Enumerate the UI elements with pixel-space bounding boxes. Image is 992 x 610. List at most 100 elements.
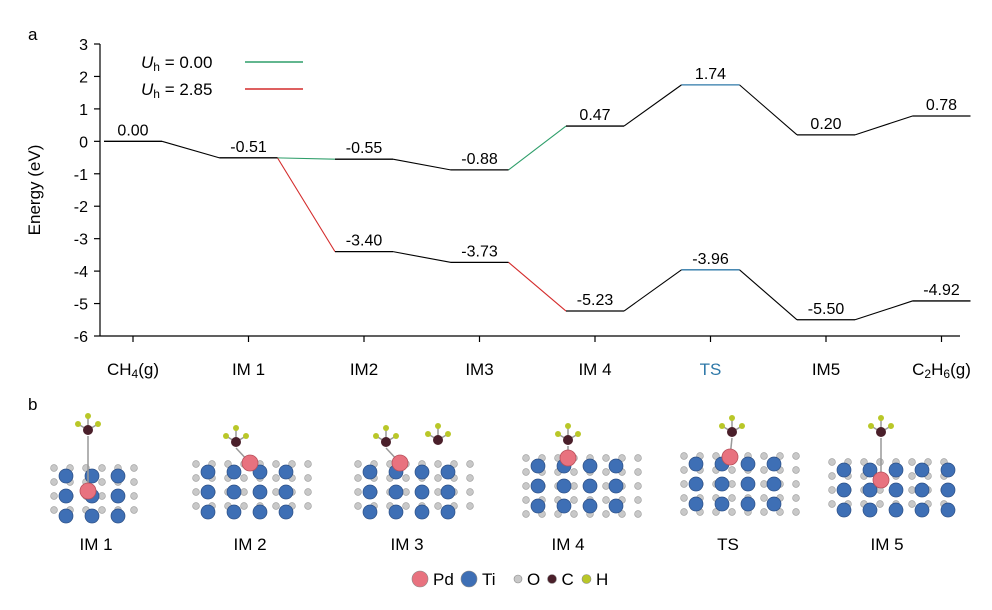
o-atom bbox=[828, 458, 836, 466]
ti-atom bbox=[582, 498, 598, 514]
o-atom bbox=[130, 492, 138, 500]
methyl-group bbox=[868, 415, 894, 437]
o-atom bbox=[570, 496, 578, 504]
value-label: 0.47 bbox=[579, 107, 610, 124]
ti-atom bbox=[530, 498, 546, 514]
y-tick-label: -5 bbox=[74, 297, 88, 314]
o-atom bbox=[450, 460, 458, 468]
ti-atom bbox=[414, 464, 430, 480]
ti-atom bbox=[608, 458, 624, 474]
energy-levels bbox=[104, 84, 971, 321]
value-label: -3.40 bbox=[346, 233, 383, 250]
o-atom bbox=[522, 482, 530, 490]
o-atom bbox=[240, 474, 248, 482]
o-atom bbox=[860, 458, 868, 466]
structure-label: IM 4 bbox=[551, 535, 584, 554]
o-atom bbox=[728, 480, 736, 488]
structure-model: IM 1 bbox=[50, 413, 138, 554]
structure-model: IM 3 bbox=[354, 423, 474, 554]
ti-atom bbox=[362, 484, 378, 500]
ti-atom bbox=[688, 496, 704, 512]
o-atom bbox=[98, 506, 106, 514]
connector bbox=[508, 261, 567, 312]
o-atom bbox=[570, 482, 578, 490]
category-labels: CH4(g) IM 1 IM2 IM3 IM 4 TS IM5 C2H6(g) bbox=[107, 360, 971, 381]
o-atom bbox=[402, 488, 410, 496]
o-atom bbox=[434, 474, 442, 482]
o-atom bbox=[224, 460, 232, 468]
pd-atom bbox=[721, 448, 739, 466]
o-atom bbox=[680, 452, 688, 460]
o-atom bbox=[680, 480, 688, 488]
ti-atom bbox=[582, 458, 598, 474]
o-atom bbox=[634, 482, 642, 490]
o-atom bbox=[602, 468, 610, 476]
structure-model: IM 5 bbox=[828, 415, 956, 554]
ti-atom bbox=[556, 498, 572, 514]
h-atom bbox=[85, 413, 91, 419]
h-atom bbox=[719, 423, 725, 429]
connector bbox=[854, 115, 913, 136]
o-atom bbox=[304, 488, 312, 496]
o-atom bbox=[792, 480, 800, 488]
category-label: TS bbox=[700, 360, 722, 379]
ti-atom bbox=[582, 478, 598, 494]
o-atom bbox=[50, 492, 58, 500]
methyl-group bbox=[719, 415, 745, 437]
ti-atom bbox=[940, 502, 956, 518]
methyl-group bbox=[223, 425, 249, 447]
o-atom bbox=[634, 468, 642, 476]
o-atom bbox=[272, 460, 280, 468]
structure-label: IM 5 bbox=[870, 535, 903, 554]
pd-atom bbox=[79, 482, 97, 500]
ti-atom bbox=[836, 502, 852, 518]
structure-label: IM 2 bbox=[233, 535, 266, 554]
o-atom bbox=[304, 474, 312, 482]
ti-atom bbox=[440, 464, 456, 480]
o-atom bbox=[98, 478, 106, 486]
pd-atom bbox=[559, 449, 577, 467]
value-label: 0.20 bbox=[810, 116, 841, 133]
c-atom bbox=[433, 435, 443, 445]
value-label: -4.92 bbox=[923, 282, 960, 299]
c-atom bbox=[876, 427, 886, 437]
value-label: -0.88 bbox=[461, 151, 498, 168]
o-atom bbox=[130, 506, 138, 514]
ti-atom bbox=[888, 462, 904, 478]
ti-atom bbox=[688, 456, 704, 472]
c-atom bbox=[381, 437, 391, 447]
connector bbox=[739, 84, 798, 136]
h-atom bbox=[383, 425, 389, 431]
connector bbox=[854, 300, 913, 321]
o-atom bbox=[434, 488, 442, 496]
structure-model: IM 2 bbox=[192, 425, 312, 554]
o-atom bbox=[776, 452, 784, 460]
ti-atom bbox=[608, 498, 624, 514]
category-label: IM2 bbox=[350, 360, 378, 379]
h-atom bbox=[888, 423, 894, 429]
h-atom bbox=[393, 433, 399, 439]
ti-atom bbox=[440, 484, 456, 500]
ti-atom bbox=[278, 484, 294, 500]
o-atom bbox=[466, 502, 474, 510]
ti-atom bbox=[714, 496, 730, 512]
o-atom bbox=[98, 492, 106, 500]
o-atom bbox=[792, 452, 800, 460]
element-label: Pd bbox=[433, 570, 454, 589]
o-atom bbox=[522, 496, 530, 504]
o-atom bbox=[728, 494, 736, 502]
element-swatch bbox=[411, 570, 429, 588]
ti-atom bbox=[226, 484, 242, 500]
structure-label: IM 1 bbox=[79, 535, 112, 554]
h-atom bbox=[739, 423, 745, 429]
value-label: -3.96 bbox=[692, 251, 729, 268]
o-atom bbox=[130, 478, 138, 486]
methyl-group bbox=[373, 425, 399, 447]
o-atom bbox=[634, 454, 642, 462]
ti-atom bbox=[940, 462, 956, 478]
ti-atom bbox=[766, 496, 782, 512]
ti-atom bbox=[388, 484, 404, 500]
value-label: -0.55 bbox=[346, 140, 383, 157]
o-atom bbox=[522, 454, 530, 462]
c-atom bbox=[83, 425, 93, 435]
